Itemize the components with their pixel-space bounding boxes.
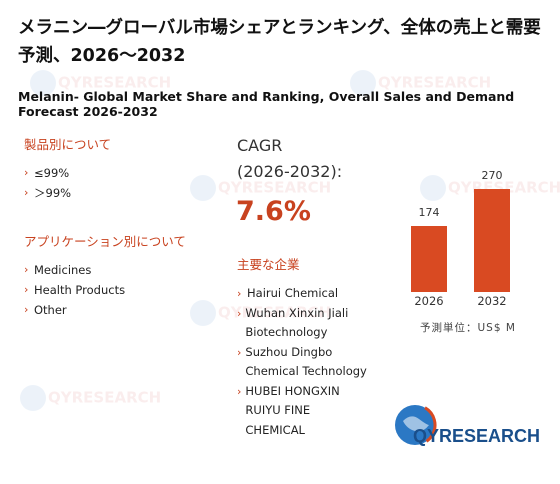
category-label: 2026 (414, 294, 444, 308)
list-item: › Other (24, 300, 125, 320)
page-subtitle: Melanin- Global Market Share and Ranking… (18, 89, 515, 119)
chevron-right-icon: › (24, 186, 29, 199)
list-item: › HUBEI HONGXIN RUIYU FINE CHEMICAL (237, 382, 372, 441)
chart-unit-label: 予測単位：US$ M (420, 322, 516, 334)
chevron-right-icon: › (24, 303, 29, 316)
bar-chart: 174 2026 270 2032 (400, 165, 520, 315)
bar-value-label: 270 (481, 169, 503, 182)
list-item: › Hairui Chemical (237, 284, 372, 304)
bar-value-label: 174 (418, 206, 440, 219)
by-product-list: › ≤99% › ＞99% (24, 163, 71, 203)
cagr-label: CAGR (237, 136, 283, 155)
watermark: QYRESEARCH (30, 70, 171, 96)
brand-logo: QYRESEARCH (413, 426, 541, 446)
list-item: › ＞99% (24, 183, 71, 203)
bar (411, 226, 447, 292)
watermark: QYRESEARCH (190, 300, 331, 326)
chevron-right-icon: › (24, 263, 29, 276)
cagr-value: 7.6% (236, 196, 311, 227)
companies-heading: 主要な企業 (237, 257, 300, 272)
companies-list: › Hairui Chemical › Wuhan Xinxin Jiali Bio… (237, 284, 372, 440)
chevron-right-icon: › (24, 166, 29, 179)
category-label: 2032 (477, 294, 507, 308)
globe-logo-icon (393, 403, 437, 447)
list-item: › Health Products (24, 280, 125, 300)
chevron-right-icon: › (237, 287, 242, 300)
cagr-period: (2026-2032): (237, 162, 343, 181)
chevron-right-icon: › (237, 345, 242, 359)
list-item: › Medicines (24, 260, 125, 280)
watermark: QYRESEARCH (20, 385, 161, 411)
page-title: メラニン―グローバル市場シェアとランキング、全体の売上と需要予測、2026～20… (18, 18, 541, 66)
watermark: QYRESEARCH (190, 175, 331, 201)
list-item: › ≤99% (24, 163, 71, 183)
watermark: QYRESEARCH (350, 70, 491, 96)
bar (474, 189, 510, 292)
list-item: › Wuhan Xinxin Jiali Biotechnology (237, 304, 372, 343)
chevron-right-icon: › (237, 306, 242, 320)
chevron-right-icon: › (237, 384, 242, 398)
by-product-heading: 製品別について (24, 137, 112, 152)
by-application-list: › Medicines › Health Products › Other (24, 260, 125, 320)
chevron-right-icon: › (24, 283, 29, 296)
by-application-heading: アプリケーション別について (24, 234, 186, 249)
list-item: › Suzhou Dingbo Chemical Technology (237, 343, 372, 382)
